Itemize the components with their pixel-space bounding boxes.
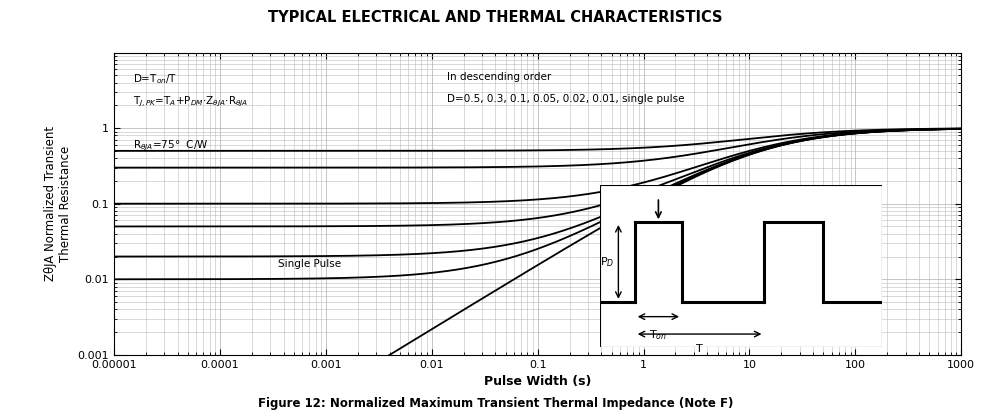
Text: Single Pulse: Single Pulse (277, 259, 341, 269)
Y-axis label: ZθJA Normalized Transient
Thermal Resistance: ZθJA Normalized Transient Thermal Resist… (44, 126, 72, 281)
Text: R$_{\theta JA}$=75°  C/W: R$_{\theta JA}$=75° C/W (133, 139, 208, 153)
Text: P$_D$: P$_D$ (600, 255, 614, 269)
Text: T$_{J,PK}$=T$_A$+P$_{DM}$$\cdot$Z$_{\theta JA}$$\cdot$R$_{\theta JA}$: T$_{J,PK}$=T$_A$+P$_{DM}$$\cdot$Z$_{\the… (133, 94, 248, 109)
Text: Figure 12: Normalized Maximum Transient Thermal Impedance (Note F): Figure 12: Normalized Maximum Transient … (258, 396, 733, 410)
FancyBboxPatch shape (600, 185, 882, 346)
Text: TYPICAL ELECTRICAL AND THERMAL CHARACTERISTICS: TYPICAL ELECTRICAL AND THERMAL CHARACTER… (269, 10, 722, 26)
Text: T$_{on}$: T$_{on}$ (649, 328, 667, 341)
X-axis label: Pulse Width (s): Pulse Width (s) (484, 375, 592, 389)
Text: T: T (697, 344, 703, 354)
Text: In descending order: In descending order (447, 72, 551, 82)
Text: D=0.5, 0.3, 0.1, 0.05, 0.02, 0.01, single pulse: D=0.5, 0.3, 0.1, 0.05, 0.02, 0.01, singl… (447, 94, 685, 104)
Text: D=T$_{on}$/T: D=T$_{on}$/T (133, 72, 176, 86)
